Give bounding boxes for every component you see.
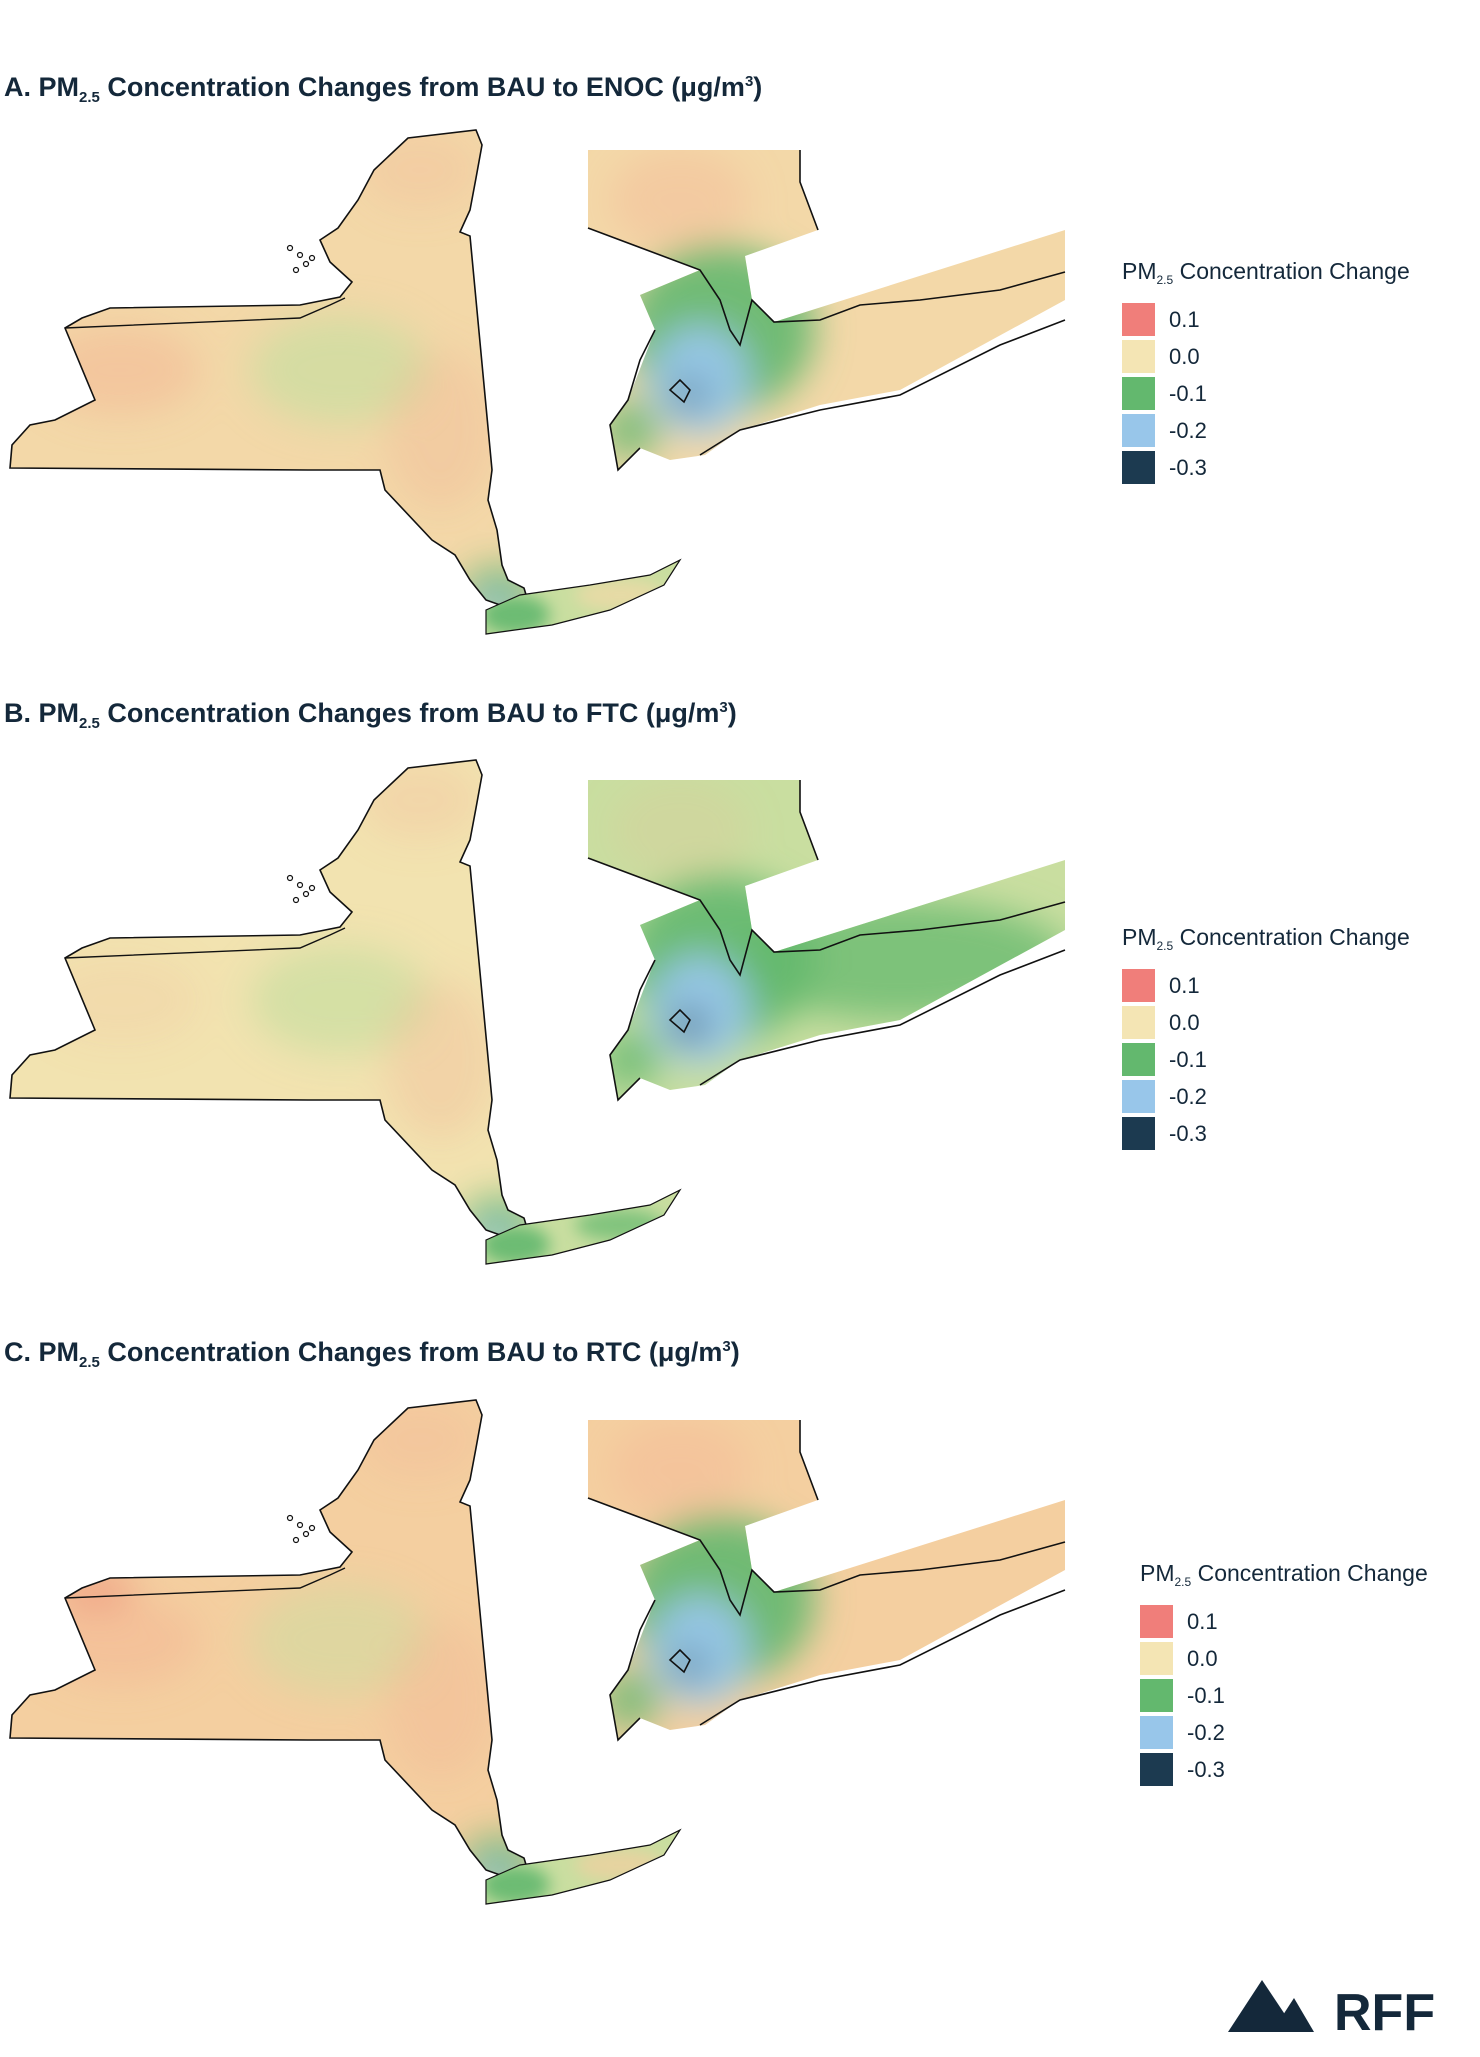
long-island-shading <box>486 1830 680 1904</box>
legend-swatch <box>1122 414 1155 447</box>
panel-a-legend: PM2.5 Concentration Change 0.1 0.0 -0.1 -0.2… <box>1122 258 1410 486</box>
legend-label: 0.0 <box>1187 1645 1218 1671</box>
legend-swatch <box>1140 1679 1173 1712</box>
legend-swatch <box>1140 1753 1173 1786</box>
legend-swatch <box>1140 1642 1173 1675</box>
legend-swatch <box>1122 1043 1155 1076</box>
legend-label: 0.0 <box>1169 1009 1200 1035</box>
legend-label: -0.2 <box>1187 1719 1225 1745</box>
panel-b-legend: PM2.5 Concentration Change 0.1 0.0 -0.1 -0.2… <box>1122 924 1410 1152</box>
legend-item: -0.2 <box>1122 412 1410 449</box>
legend-swatch <box>1122 303 1155 336</box>
legend-item: 0.0 <box>1140 1640 1428 1677</box>
legend-label: 0.1 <box>1169 306 1200 332</box>
panel-c-legend: PM2.5 Concentration Change 0.1 0.0 -0.1 -0.2… <box>1140 1560 1428 1788</box>
legend-swatch <box>1140 1605 1173 1638</box>
legend-label: -0.1 <box>1169 1046 1207 1072</box>
legend-swatch <box>1122 969 1155 1002</box>
legend-label: -0.3 <box>1169 454 1207 480</box>
mountain-icon <box>1228 1980 1314 2032</box>
legend-item: -0.1 <box>1122 375 1410 412</box>
legend-swatch <box>1122 1006 1155 1039</box>
nyc-inset-shading <box>588 780 1065 1100</box>
legend-label: 0.0 <box>1169 343 1200 369</box>
legend-item: 0.1 <box>1122 301 1410 338</box>
legend-item: 0.1 <box>1140 1603 1428 1640</box>
legend-item: -0.3 <box>1122 449 1410 486</box>
legend-label: 0.1 <box>1169 972 1200 998</box>
legend-title: PM2.5 Concentration Change <box>1122 924 1410 953</box>
panel-a-title: A. PM2.5 Concentration Changes from BAU … <box>4 72 763 106</box>
panel-b-map <box>9 759 1066 1265</box>
panel-c-map <box>9 1399 1066 1905</box>
legend-swatch <box>1122 451 1155 484</box>
legend-label: -0.2 <box>1169 417 1207 443</box>
legend-swatch <box>1122 1080 1155 1113</box>
legend-item: 0.1 <box>1122 967 1410 1004</box>
legend-title: PM2.5 Concentration Change <box>1140 1560 1428 1589</box>
legend-label: -0.3 <box>1169 1120 1207 1146</box>
panel-c-title: C. PM2.5 Concentration Changes from BAU … <box>4 1337 740 1371</box>
legend-label: -0.1 <box>1169 380 1207 406</box>
legend-item: -0.3 <box>1122 1115 1410 1152</box>
legend-label: -0.1 <box>1187 1682 1225 1708</box>
legend-swatch <box>1122 340 1155 373</box>
legend-item: -0.3 <box>1140 1751 1428 1788</box>
panel-a-map <box>9 129 1066 635</box>
legend-swatch <box>1122 377 1155 410</box>
long-island-shading <box>486 1190 680 1264</box>
legend-item: -0.2 <box>1122 1078 1410 1115</box>
legend-swatch <box>1140 1716 1173 1749</box>
legend-item: -0.2 <box>1140 1714 1428 1751</box>
legend-label: 0.1 <box>1187 1608 1218 1634</box>
nyc-inset-shading <box>588 150 1065 470</box>
rff-logo: RFF <box>1228 1974 1468 2044</box>
legend-item: 0.0 <box>1122 1004 1410 1041</box>
legend-title: PM2.5 Concentration Change <box>1122 258 1410 287</box>
legend-label: -0.3 <box>1187 1756 1225 1782</box>
legend-label: -0.2 <box>1169 1083 1207 1109</box>
logo-text: RFF <box>1334 1984 1435 2042</box>
panel-b-title: B. PM2.5 Concentration Changes from BAU … <box>4 698 737 732</box>
legend-item: 0.0 <box>1122 338 1410 375</box>
nyc-inset-shading <box>588 1420 1065 1740</box>
legend-swatch <box>1122 1117 1155 1150</box>
legend-item: -0.1 <box>1140 1677 1428 1714</box>
legend-item: -0.1 <box>1122 1041 1410 1078</box>
